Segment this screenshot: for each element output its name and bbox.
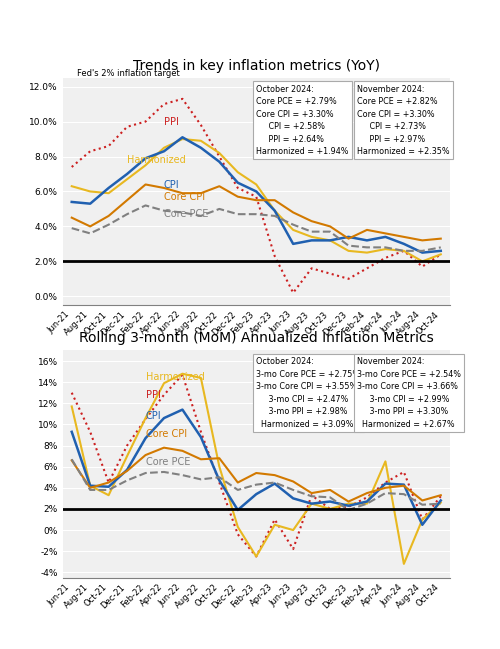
Text: Core PCE: Core PCE [146,456,190,467]
Text: November 2024:
Core PCE = +2.82%
Core CPI = +3.30%
     CPI = +2.73%
     PPI = : November 2024: Core PCE = +2.82% Core CP… [357,85,450,156]
Text: Core PCE: Core PCE [164,209,208,219]
Title: Rolling 3-month (MoM) Annualized Inflation Metrics: Rolling 3-month (MoM) Annualized Inflati… [79,331,434,345]
Text: November 2024:
3-mo Core PCE = +2.54%
3-mo Core CPI = +3.66%
     3-mo CPI = +2.: November 2024: 3-mo Core PCE = +2.54% 3-… [357,357,461,429]
Text: CPI: CPI [146,411,161,421]
Text: Core CPI: Core CPI [164,192,205,202]
Text: CPI: CPI [164,180,180,190]
Text: Core CPI: Core CPI [146,429,186,439]
Text: Harmonized: Harmonized [146,372,204,382]
Text: PPI: PPI [164,117,179,127]
Text: Fed's 2% inflation target: Fed's 2% inflation target [77,69,180,78]
Text: Harmonized: Harmonized [127,156,186,165]
Text: October 2024:
Core PCE = +2.79%
Core CPI = +3.30%
     CPI = +2.58%
     PPI = +: October 2024: Core PCE = +2.79% Core CPI… [256,85,349,156]
Title: Trends in key inflation metrics (YoY): Trends in key inflation metrics (YoY) [133,58,380,73]
Text: PPI: PPI [146,390,160,400]
Text: October 2024:
3-mo Core PCE = +2.75%
3-mo Core CPI = +3.55%
     3-mo CPI = +2.4: October 2024: 3-mo Core PCE = +2.75% 3-m… [256,357,360,429]
